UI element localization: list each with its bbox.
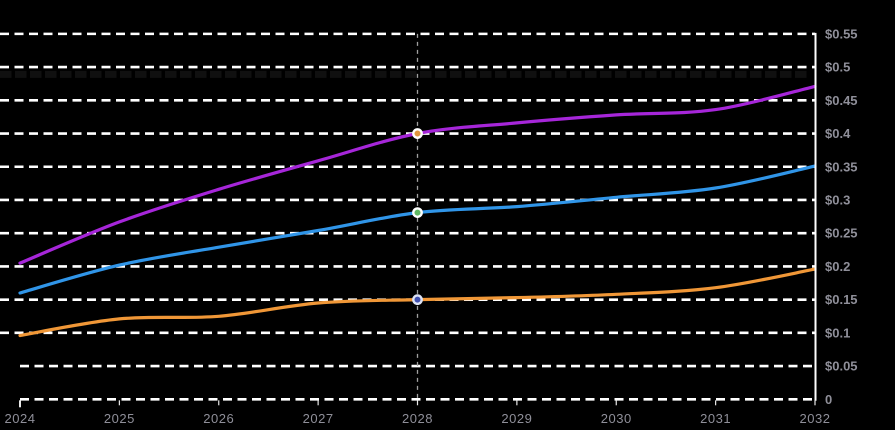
y-tick-label: $0.5 — [825, 60, 850, 75]
crosshair-marker-purple-line[interactable] — [412, 128, 423, 139]
y-tick-label: $0.35 — [825, 159, 858, 174]
y-tick-label: $0.55 — [825, 26, 858, 41]
x-tick-label: 2025 — [104, 411, 135, 426]
x-tick-label: 2026 — [203, 411, 234, 426]
y-tick-label: $0.2 — [825, 259, 850, 274]
y-tick-label: 0 — [825, 392, 832, 407]
crosshair-marker-blue-line[interactable] — [412, 207, 423, 219]
x-tick-label: 2031 — [700, 411, 731, 426]
y-tick-label: $0.4 — [825, 126, 851, 141]
x-tick-label: 2030 — [601, 411, 632, 426]
y-tick-label: $0.15 — [825, 292, 858, 307]
x-tick-label: 2032 — [800, 411, 831, 426]
x-tick-label: 2028 — [402, 411, 433, 426]
x-tick-label: 2024 — [5, 411, 36, 426]
y-tick-label: $0.1 — [825, 325, 850, 340]
x-tick-label: 2029 — [501, 411, 532, 426]
crosshair-marker-orange-line[interactable] — [412, 294, 423, 306]
y-tick-label: $0.3 — [825, 192, 850, 207]
x-tick-label: 2027 — [303, 411, 334, 426]
y-tick-label: $0.25 — [825, 226, 858, 241]
y-tick-label: $0.45 — [825, 93, 858, 108]
y-tick-label: $0.05 — [825, 359, 858, 374]
